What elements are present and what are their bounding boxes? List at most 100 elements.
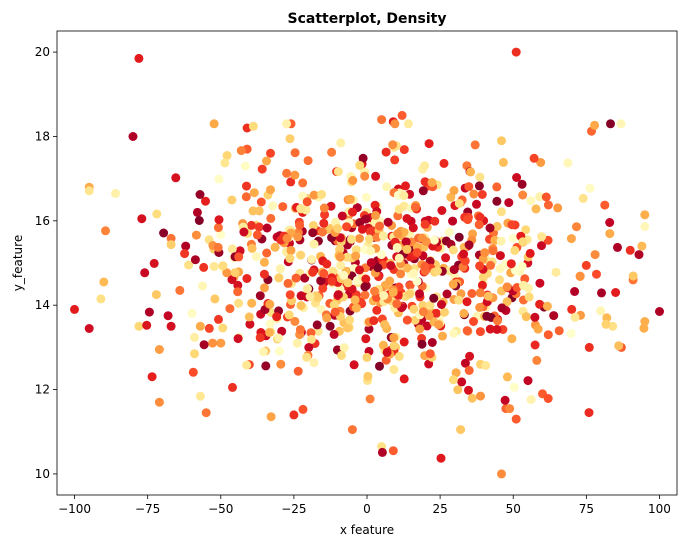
data-point [249,188,259,198]
data-point [259,269,269,279]
data-point [290,170,300,180]
data-point [496,207,506,217]
data-point [424,139,434,149]
data-point [511,266,520,275]
data-point [460,358,470,368]
data-point [284,310,294,320]
data-point [163,311,173,321]
data-point [305,292,315,301]
data-point [201,196,210,206]
data-point [355,265,364,275]
x-tick-label: 75 [579,502,594,516]
data-point [175,285,185,295]
data-point [418,186,428,196]
data-point [517,261,527,271]
data-point [510,246,520,255]
data-point [464,182,474,192]
data-point [262,248,272,258]
data-point [412,248,422,258]
data-point [361,214,371,224]
data-point [444,227,454,237]
data-point [475,302,485,312]
data-point [227,244,237,254]
data-point [504,198,514,208]
data-point [302,352,312,362]
data-point [415,324,425,334]
data-point [265,319,275,329]
data-point [454,295,464,305]
data-point [385,276,395,286]
data-point [393,229,403,238]
data-point [402,214,412,223]
data-point [394,351,404,361]
data-point [590,120,600,130]
data-point [590,250,600,260]
data-point [371,210,380,220]
data-point [286,245,296,255]
data-point [563,158,573,168]
data-point [570,287,580,296]
data-point [184,260,194,270]
data-point [566,329,576,338]
y-tick-label: 12 [35,383,50,397]
data-point [549,311,559,321]
data-point [274,333,283,343]
data-point [312,320,322,330]
data-point [383,217,393,227]
data-point [459,249,469,259]
data-point [220,158,230,168]
data-point [255,291,265,301]
data-point [543,394,553,403]
data-point [188,367,198,377]
data-point [241,192,251,202]
data-point [637,241,647,251]
data-point [437,300,446,309]
data-point [498,157,508,167]
data-point [492,221,502,231]
data-point [195,321,205,331]
data-point [420,219,430,229]
data-point [343,323,352,333]
data-point [543,200,553,210]
data-point [485,324,495,334]
data-point [381,147,391,157]
data-point [192,207,202,217]
data-point [460,256,470,266]
data-point [233,334,243,344]
x-tick-label: −75 [135,502,160,516]
y-tick-label: 14 [35,298,50,312]
data-point [84,324,94,333]
data-point [290,316,300,326]
data-point [415,289,424,299]
data-point [361,274,371,284]
x-tick-label: −50 [208,502,233,516]
data-point [239,227,249,237]
data-point [488,246,498,256]
data-point [495,275,505,285]
data-point [438,331,447,341]
data-point [270,242,280,252]
data-point [417,233,427,243]
data-point [373,263,383,273]
data-point [225,304,235,314]
data-point [248,121,258,131]
data-point [454,232,464,242]
data-point [333,224,343,233]
data-point [530,340,540,350]
data-point [355,160,365,170]
data-point [266,213,276,223]
data-point [282,119,292,129]
data-point [218,323,228,333]
data-point [252,230,262,240]
data-point [380,320,390,330]
data-point [441,253,451,263]
x-tick-label: −100 [58,502,91,516]
data-point [474,220,484,230]
data-point [320,210,330,220]
data-point [171,173,181,183]
data-point [456,425,466,435]
data-point [251,252,261,262]
data-point [567,304,577,314]
data-point [342,222,352,232]
x-axis: −100 −75 −50 −25 0 25 50 75 100 [58,495,671,516]
